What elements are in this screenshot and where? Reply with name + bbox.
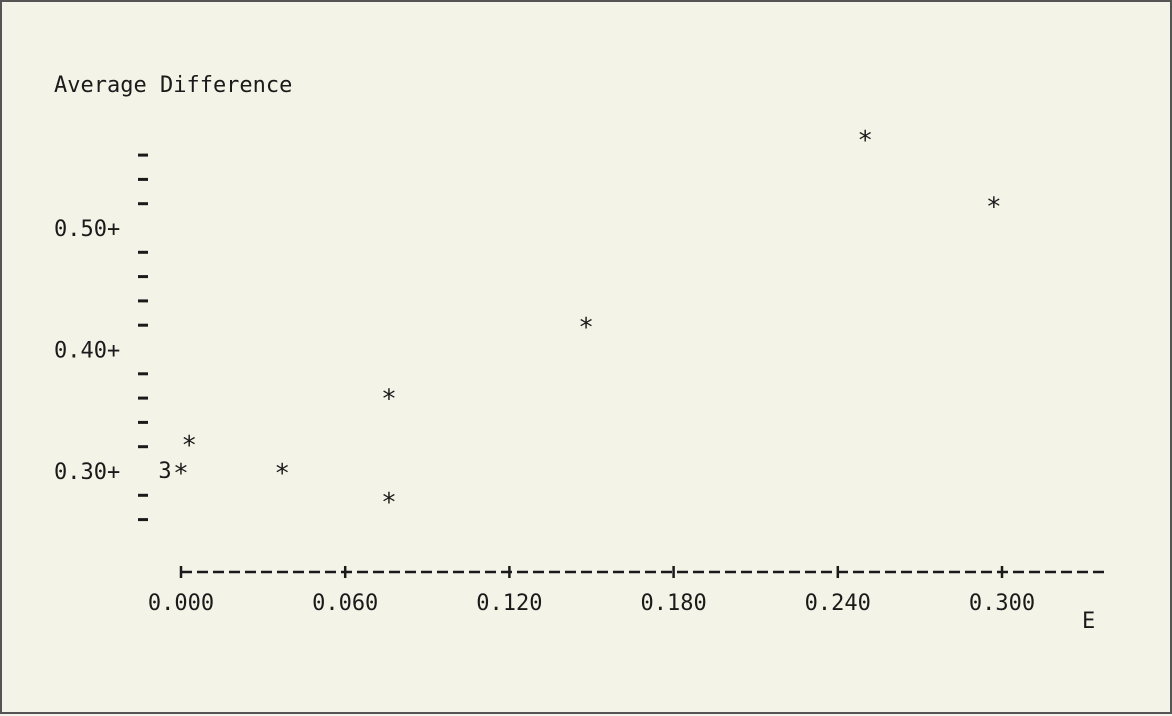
y-tick-label: 0.50+ [54,217,120,242]
data-point: * [274,459,290,489]
y-tick-label: 0.40+ [54,339,120,364]
y-axis-label: Average Difference [54,73,292,98]
y-tick-label: 0.30+ [54,460,120,485]
x-axis: 0.000 0.060 0.120 0.180 0.240 0.300 [148,566,1108,616]
data-point: * [381,488,397,518]
x-tick-label: 0.120 [476,591,542,616]
data-points: *3******* [158,126,1001,518]
x-axis-label: E [1082,609,1095,634]
x-tick-label: 0.180 [640,591,706,616]
data-point: * [578,313,594,343]
data-point: * [857,126,873,156]
x-tick-label: 0.240 [805,591,871,616]
data-point: * [173,459,189,489]
x-tick-label: 0.300 [969,591,1035,616]
data-point-count-label: 3 [158,459,171,484]
y-axis: 0.30+ 0.40+ 0.50+ [54,153,148,522]
data-point: * [181,431,197,461]
x-tick-label: 0.000 [148,591,214,616]
data-point: * [381,385,397,415]
data-point: * [986,193,1002,223]
x-tick-label: 0.060 [312,591,378,616]
